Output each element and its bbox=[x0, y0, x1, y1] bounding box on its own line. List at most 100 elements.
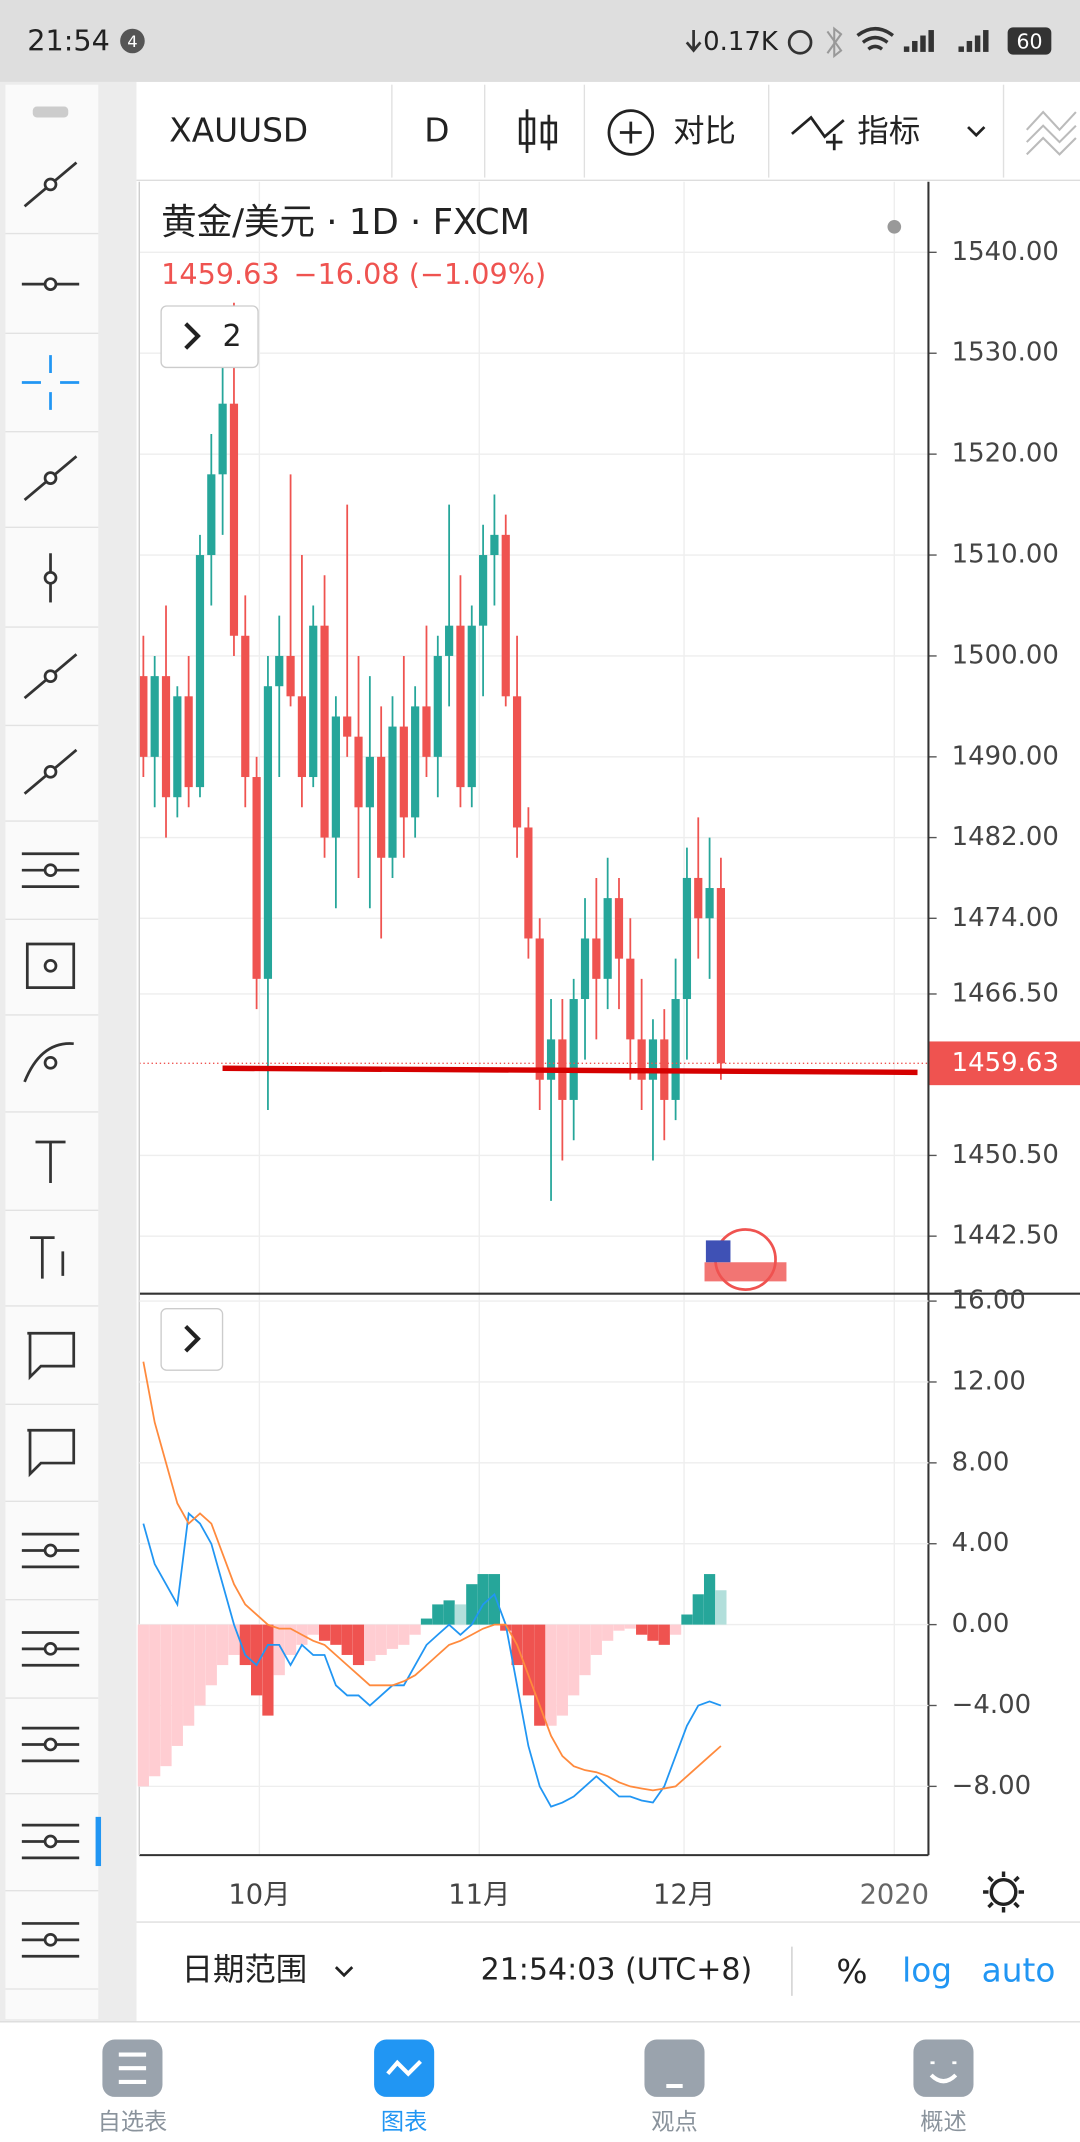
nav-icon[interactable] bbox=[913, 2039, 974, 2097]
signal-bar bbox=[974, 35, 981, 52]
macd-tick-label: 12.00 bbox=[952, 1366, 1026, 1396]
download-arrow bbox=[685, 30, 702, 53]
macd-toggle[interactable] bbox=[160, 1308, 224, 1371]
histogram-bar bbox=[398, 1624, 410, 1645]
tool-icon[interactable] bbox=[27, 1331, 76, 1381]
log-toggle[interactable]: log bbox=[902, 1952, 952, 1990]
candle-body bbox=[139, 676, 148, 757]
histogram-bar bbox=[443, 1600, 455, 1625]
chart-style-body[interactable] bbox=[540, 121, 558, 144]
histogram-bar bbox=[647, 1624, 659, 1641]
histogram-bar bbox=[692, 1594, 704, 1625]
chart-title: 黄金/美元 · 1D · FXCM bbox=[161, 202, 530, 243]
indicators-button[interactable]: 指标 bbox=[857, 114, 920, 150]
tool-knob bbox=[43, 1055, 58, 1070]
tool-icon[interactable] bbox=[21, 355, 80, 410]
tool-knob bbox=[43, 765, 58, 779]
histogram-bar bbox=[409, 1624, 421, 1635]
price-tick-label: 1482.00 bbox=[952, 822, 1059, 852]
histogram-bar bbox=[624, 1624, 636, 1629]
candle-body bbox=[229, 403, 239, 636]
status-dot bbox=[887, 219, 902, 234]
tool-icon[interactable] bbox=[30, 1236, 65, 1279]
histogram-bar bbox=[149, 1624, 161, 1777]
candle-body bbox=[399, 726, 408, 818]
macd-tick-label: −4.00 bbox=[952, 1690, 1031, 1720]
tool-knob bbox=[43, 1543, 58, 1558]
histogram-bar bbox=[534, 1624, 546, 1726]
tool-knob bbox=[43, 471, 58, 485]
tool-knob bbox=[43, 1737, 58, 1752]
tool-knob bbox=[43, 863, 58, 878]
price-tick-label: 1490.00 bbox=[952, 741, 1059, 771]
nav-label[interactable]: 图表 bbox=[381, 2108, 427, 2135]
candle-body bbox=[354, 736, 363, 808]
candle-body bbox=[241, 635, 250, 778]
settings-gear[interactable] bbox=[989, 1878, 1018, 1907]
event-flag-canton bbox=[705, 1240, 731, 1263]
auto-toggle[interactable]: auto bbox=[982, 1952, 1056, 1990]
candle-body bbox=[524, 827, 533, 939]
indicators-icon bbox=[791, 115, 845, 151]
histogram-bar bbox=[420, 1618, 433, 1625]
macd-tick-label: 8.00 bbox=[952, 1447, 1010, 1477]
templates-icon bbox=[1025, 110, 1077, 156]
price-tick-label: 1520.00 bbox=[952, 439, 1059, 469]
nav-label[interactable]: 观点 bbox=[651, 2108, 697, 2135]
candle-body bbox=[637, 1039, 646, 1080]
price-tick-label: 1510.00 bbox=[952, 540, 1059, 570]
tool-knob bbox=[43, 277, 58, 291]
histogram-bar bbox=[318, 1624, 331, 1641]
macd-line bbox=[142, 1511, 722, 1808]
nav-icon[interactable] bbox=[644, 2039, 705, 2097]
tool-icon[interactable] bbox=[25, 942, 76, 990]
price-tick-label: 1540.00 bbox=[952, 237, 1059, 267]
percent-toggle[interactable]: % bbox=[836, 1953, 867, 1991]
histogram-bar bbox=[375, 1624, 387, 1655]
histogram-bar bbox=[262, 1624, 274, 1716]
candle-body bbox=[694, 877, 703, 919]
symbol-button[interactable]: XAUUSD bbox=[169, 112, 308, 150]
candle-body bbox=[263, 686, 273, 979]
candle-body bbox=[592, 938, 601, 979]
price-tick-label: 1474.00 bbox=[952, 903, 1059, 933]
candle-body bbox=[195, 555, 205, 788]
candle-body bbox=[218, 403, 227, 475]
tool-knob bbox=[43, 1932, 58, 1947]
histogram-bar bbox=[284, 1624, 297, 1655]
candle-body bbox=[297, 696, 307, 778]
nav-label[interactable]: 概述 bbox=[920, 2108, 966, 2135]
histogram-bar bbox=[466, 1584, 478, 1625]
histogram-bar bbox=[556, 1624, 568, 1716]
histogram-bar bbox=[194, 1624, 206, 1706]
candle-body bbox=[184, 696, 193, 788]
date-range-button[interactable]: 日期范围 bbox=[182, 1952, 308, 1988]
tool-icon[interactable] bbox=[27, 1428, 76, 1478]
histogram-bar bbox=[658, 1624, 670, 1645]
dropdown-chevron bbox=[967, 126, 986, 138]
tool-icon[interactable] bbox=[23, 1042, 74, 1083]
status-bar bbox=[0, 0, 1080, 82]
nav-label[interactable]: 自选表 bbox=[98, 2108, 168, 2135]
candle-body bbox=[603, 898, 612, 979]
indicators-toggle[interactable] bbox=[160, 305, 259, 369]
candle-body bbox=[580, 938, 590, 1000]
candle-body bbox=[286, 655, 295, 697]
chart-style-body[interactable] bbox=[518, 117, 536, 145]
candle-body bbox=[705, 888, 714, 919]
histogram-bar bbox=[364, 1624, 376, 1662]
candle-body bbox=[682, 877, 692, 1000]
chart-area bbox=[139, 181, 1080, 1856]
wifi-icon bbox=[856, 26, 894, 51]
macd-tick-label: 0.00 bbox=[952, 1609, 1010, 1639]
compare-button[interactable]: 对比 bbox=[673, 114, 736, 150]
histogram-bar bbox=[160, 1624, 172, 1767]
chart-style-icon bbox=[525, 109, 551, 153]
candle-body bbox=[422, 706, 431, 757]
tool-icon[interactable] bbox=[35, 1140, 66, 1184]
price-tick-label: 1500.00 bbox=[952, 640, 1059, 670]
interval-button[interactable]: D bbox=[424, 112, 449, 150]
histogram-bar bbox=[454, 1604, 467, 1625]
battery-icon bbox=[1007, 27, 1052, 55]
